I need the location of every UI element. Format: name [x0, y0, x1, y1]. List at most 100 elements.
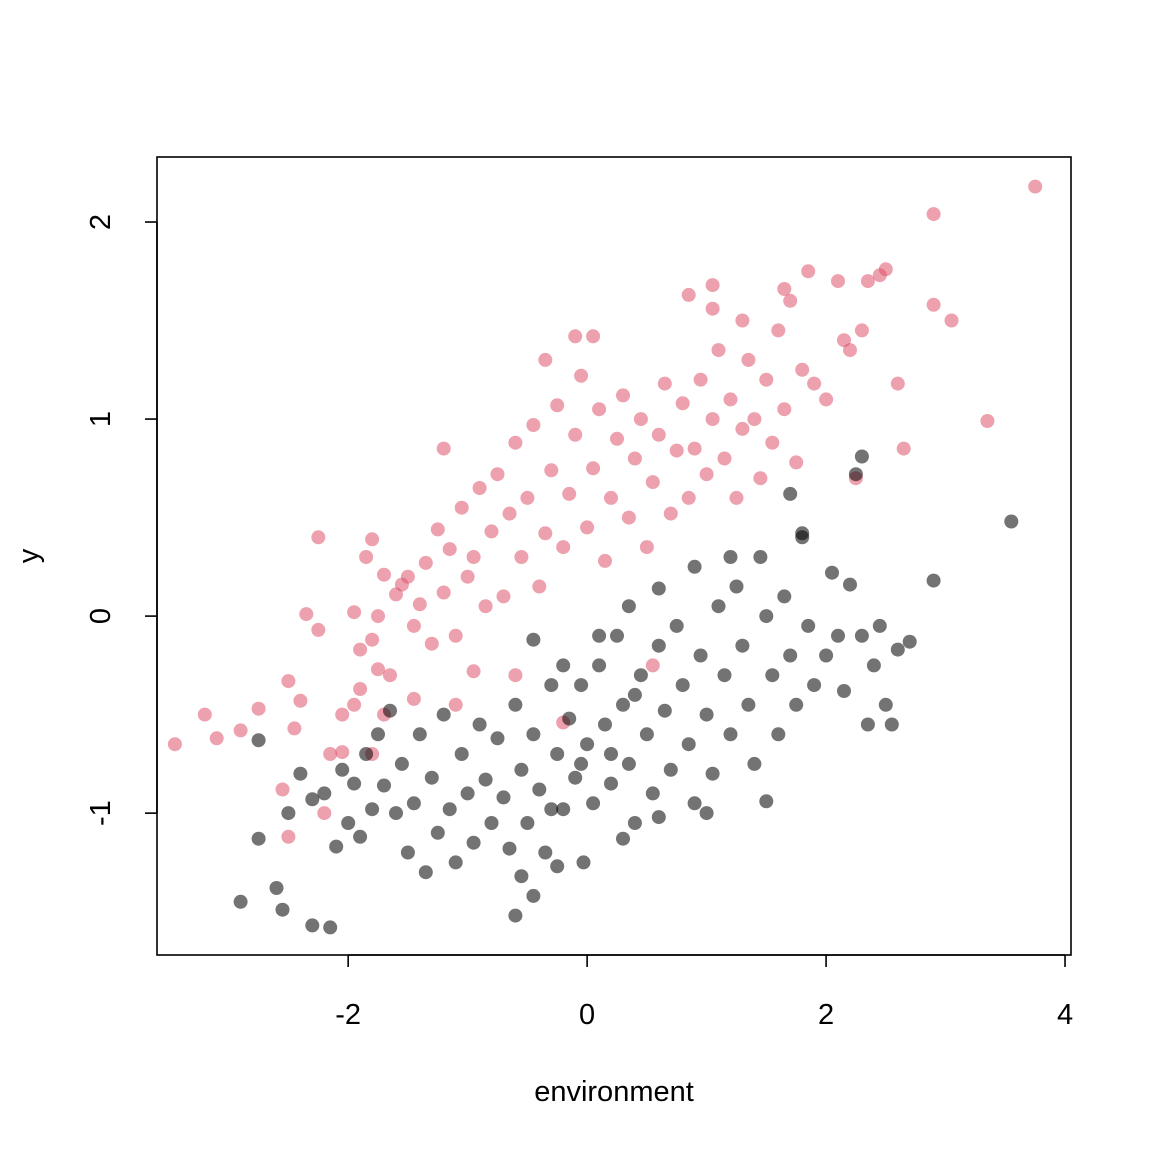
data-point-series-1 [699, 467, 714, 482]
y-tick-label: 0 [85, 608, 117, 624]
data-point-series-1 [753, 471, 768, 486]
data-point-series-1 [717, 451, 732, 466]
x-tick-label: 0 [579, 999, 595, 1031]
data-point-series-2 [520, 816, 535, 830]
data-point-series-2 [651, 638, 666, 653]
data-point-series-1 [705, 278, 720, 293]
x-tick-label: 4 [1057, 999, 1073, 1031]
data-point-series-1 [365, 632, 380, 647]
data-point-series-2 [347, 776, 362, 791]
data-point-series-2 [705, 766, 720, 781]
data-point-series-1 [926, 207, 941, 222]
data-point-series-1 [377, 567, 391, 582]
data-point-series-1 [490, 467, 505, 482]
data-point-series-2 [687, 796, 702, 811]
data-point-series-2 [305, 918, 320, 933]
data-point-series-2 [621, 756, 636, 771]
data-point-series-2 [1004, 514, 1019, 529]
data-point-series-2 [574, 678, 589, 693]
data-point-series-2 [747, 756, 762, 771]
data-point-series-1 [896, 441, 911, 456]
data-point-series-2 [526, 632, 541, 647]
data-point-series-2 [532, 782, 547, 797]
data-point-series-2 [926, 573, 941, 588]
data-point-series-2 [627, 687, 642, 702]
data-point-series-2 [663, 762, 678, 777]
data-point-series-1 [365, 532, 380, 547]
data-point-series-1 [508, 435, 523, 450]
data-point-series-1 [598, 553, 612, 568]
data-point-series-2 [627, 816, 642, 830]
data-point-series-2 [490, 731, 505, 746]
data-point-series-2 [616, 831, 630, 846]
data-point-series-2 [711, 599, 726, 614]
data-point-series-2 [412, 727, 427, 742]
data-point-series-1 [777, 402, 792, 417]
data-point-series-2 [353, 829, 368, 844]
data-point-series-1 [353, 642, 368, 657]
data-point-series-1 [442, 542, 457, 557]
data-point-series-1 [502, 506, 517, 521]
data-point-series-1 [526, 418, 541, 432]
data-point-series-1 [765, 435, 780, 450]
data-point-series-1 [1028, 179, 1043, 194]
data-point-series-1 [807, 376, 822, 391]
y-tick-label: -1 [85, 800, 117, 826]
data-point-series-1 [723, 392, 738, 407]
data-point-series-2 [741, 697, 756, 712]
data-point-series-1 [406, 691, 421, 706]
data-point-series-2 [466, 835, 481, 850]
data-point-series-2 [759, 609, 774, 624]
data-point-series-1 [466, 664, 481, 679]
data-point-series-1 [651, 427, 666, 442]
data-point-series-2 [651, 581, 666, 596]
x-tick-label: -2 [335, 999, 361, 1031]
data-point-series-2 [717, 668, 732, 683]
data-point-series-1 [335, 745, 350, 760]
data-point-series-2 [281, 806, 296, 821]
data-point-series-2 [783, 648, 798, 663]
data-point-series-1 [406, 618, 421, 633]
data-point-series-1 [681, 287, 696, 302]
data-point-series-1 [580, 520, 595, 535]
data-point-series-2 [633, 668, 648, 683]
data-point-series-2 [275, 902, 290, 917]
data-point-series-1 [645, 658, 660, 673]
data-point-series-1 [293, 693, 308, 708]
data-point-series-1 [795, 362, 810, 377]
x-axis: -2 0 2 4 [335, 954, 1073, 1031]
data-point-series-2 [878, 697, 893, 712]
data-point-series-1 [383, 668, 397, 683]
data-point-series-1 [359, 550, 374, 564]
data-point-series-1 [604, 490, 618, 505]
data-point-series-1 [281, 674, 296, 689]
data-point-series-1 [448, 697, 463, 712]
data-point-series-1 [454, 500, 469, 515]
data-point-series-1 [317, 806, 332, 821]
data-point-series-2 [359, 747, 374, 761]
data-point-series-1 [687, 441, 702, 456]
data-point-series-2 [723, 727, 738, 742]
data-point-series-2 [550, 747, 565, 761]
y-tick-label: 2 [85, 214, 117, 230]
data-point-series-2 [759, 794, 774, 809]
data-point-series-1 [514, 550, 529, 564]
data-point-series-2 [592, 658, 607, 673]
data-point-series-2 [675, 678, 690, 693]
data-point-series-1 [347, 697, 362, 712]
x-tick-label: 2 [818, 999, 834, 1031]
data-point-series-2 [586, 796, 601, 811]
data-point-series-2 [616, 697, 630, 712]
data-point-series-1 [311, 622, 326, 637]
x-axis-label: environment [534, 1076, 694, 1108]
data-point-series-2 [448, 855, 463, 870]
data-point-series-1 [275, 782, 290, 797]
data-point-series-2 [335, 762, 350, 777]
data-point-series-1 [550, 398, 565, 413]
data-point-series-1 [251, 701, 266, 716]
data-point-series-1 [281, 829, 296, 844]
data-point-series-1 [412, 597, 427, 612]
data-point-series-2 [693, 648, 708, 663]
